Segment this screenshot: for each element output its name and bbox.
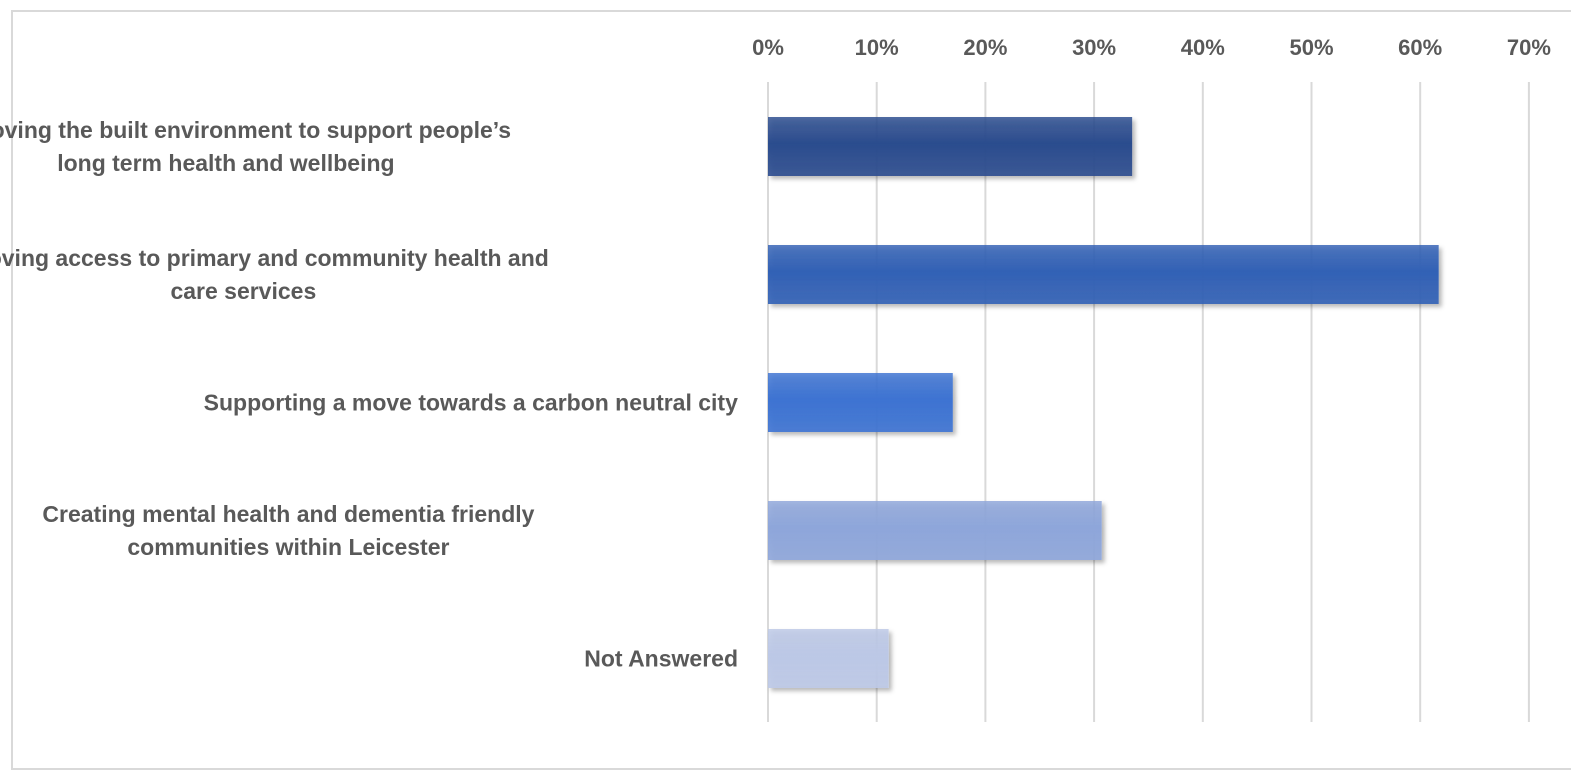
- bar-chart: 0% 10% 20% 30% 40% 50% 60% 70% Improving the bu…: [0, 35, 1551, 722]
- category-label: Improving the built environment to suppo…: [0, 117, 511, 176]
- bar: [768, 629, 889, 688]
- x-tick-label: 60%: [1398, 35, 1442, 60]
- category-label: Not Answered: [584, 646, 738, 672]
- category-label: Creating mental health and dementia frie…: [42, 501, 534, 560]
- x-axis-tick-labels: 0% 10% 20% 30% 40% 50% 60% 70%: [752, 35, 1551, 60]
- bar: [768, 245, 1439, 304]
- x-tick-label: 40%: [1181, 35, 1225, 60]
- x-tick-label: 0%: [752, 35, 784, 60]
- x-tick-label: 20%: [963, 35, 1007, 60]
- category-label: Supporting a move towards a carbon neutr…: [204, 390, 738, 416]
- bar: [768, 501, 1102, 560]
- bar: [768, 117, 1133, 176]
- x-tick-label: 10%: [855, 35, 899, 60]
- x-tick-label: 50%: [1289, 35, 1333, 60]
- category-labels: Improving the built environment to suppo…: [0, 117, 738, 672]
- x-tick-label: 70%: [1507, 35, 1551, 60]
- bar: [768, 373, 953, 432]
- bars: [768, 117, 1439, 688]
- x-tick-label: 30%: [1072, 35, 1116, 60]
- category-label: Improving access to primary and communit…: [0, 245, 549, 304]
